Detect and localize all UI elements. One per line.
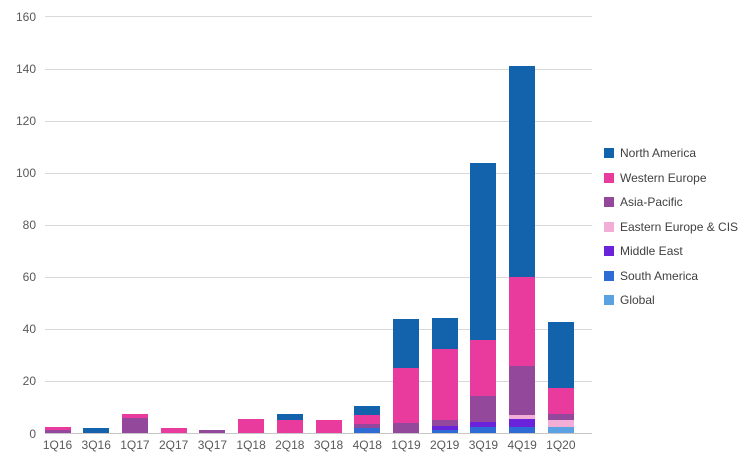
legend-item: Middle East bbox=[604, 244, 683, 258]
legend-label: North America bbox=[620, 146, 697, 160]
bar-segment bbox=[509, 66, 536, 278]
bar-segment bbox=[470, 421, 497, 427]
legend-label: Asia-Pacific bbox=[620, 195, 683, 209]
bar-segment bbox=[431, 425, 458, 430]
x-axis-tick-label: 3Q16 bbox=[81, 438, 111, 452]
legend-swatch bbox=[604, 221, 614, 232]
bar-segment bbox=[470, 426, 497, 434]
x-axis-tick-label: 1Q20 bbox=[546, 438, 576, 452]
bar-segment bbox=[276, 413, 303, 421]
y-axis-tick-label: 60 bbox=[22, 270, 36, 285]
x-axis-tick-label: 3Q19 bbox=[468, 438, 499, 452]
y-axis-tick-label: 120 bbox=[15, 114, 36, 129]
x-axis-tick-label: 4Q18 bbox=[352, 438, 382, 452]
legend-label: Eastern Europe & CIS bbox=[620, 219, 739, 234]
y-axis-tick-label: 100 bbox=[15, 166, 36, 181]
gridline bbox=[45, 380, 592, 382]
y-axis-tick-label: 20 bbox=[22, 374, 36, 389]
bar-segment bbox=[547, 426, 574, 434]
gridline bbox=[45, 120, 592, 122]
x-axis-tick-label: 1Q17 bbox=[120, 438, 150, 452]
bar-segment bbox=[547, 321, 574, 388]
legend-label: Global bbox=[620, 293, 655, 307]
bar-segment bbox=[354, 424, 381, 429]
bar-segment bbox=[509, 365, 536, 416]
bar-segment bbox=[392, 368, 419, 424]
bar-segment bbox=[354, 406, 381, 416]
bar-segment bbox=[509, 415, 536, 420]
bar-segment bbox=[431, 317, 458, 349]
gridline bbox=[45, 68, 592, 70]
bar-segment bbox=[547, 387, 574, 414]
bar-segment bbox=[431, 429, 458, 434]
x-axis-tick-label: 3Q17 bbox=[197, 438, 228, 452]
bar-segment bbox=[238, 419, 265, 434]
y-axis-tick-label: 80 bbox=[22, 218, 36, 233]
x-axis-tick-label: 2Q18 bbox=[275, 438, 305, 452]
bar-segment bbox=[547, 413, 574, 421]
legend-item: Western Europe bbox=[604, 171, 707, 185]
bar-segment bbox=[509, 426, 536, 434]
x-axis-tick-label: 1Q19 bbox=[391, 438, 421, 452]
bar-segment bbox=[392, 318, 419, 369]
gridline bbox=[45, 328, 592, 330]
gridline bbox=[45, 276, 592, 278]
legend-swatch bbox=[604, 295, 614, 305]
bar-segment bbox=[276, 420, 303, 434]
bar-segment bbox=[199, 429, 226, 434]
legend-item: Eastern Europe & CIS bbox=[604, 220, 738, 234]
bar-segment bbox=[354, 428, 381, 434]
x-axis-tick-label: 2Q17 bbox=[158, 438, 189, 452]
y-axis-tick-label: 40 bbox=[22, 322, 36, 337]
x-axis-tick-label: 2Q19 bbox=[430, 438, 460, 452]
legend-swatch bbox=[604, 172, 614, 183]
bar-segment bbox=[354, 415, 381, 425]
legend-label: Western Europe bbox=[620, 170, 707, 185]
gridline bbox=[45, 16, 592, 18]
bar-segment bbox=[509, 277, 536, 366]
x-axis-tick-label: 1Q18 bbox=[236, 438, 266, 452]
bar-segment bbox=[44, 429, 71, 434]
bar-segment bbox=[431, 348, 458, 421]
legend-swatch bbox=[604, 197, 614, 207]
legend-item: South America bbox=[604, 269, 698, 283]
gridline bbox=[45, 433, 592, 434]
legend-item: Global bbox=[604, 293, 655, 307]
bar-segment bbox=[547, 420, 574, 427]
y-axis-tick-label: 140 bbox=[15, 62, 36, 76]
bar-segment bbox=[392, 423, 419, 434]
bar-segment bbox=[509, 419, 536, 427]
legend-label: Middle East bbox=[620, 244, 683, 258]
x-axis-tick-label: 4Q19 bbox=[507, 438, 537, 452]
legend-label: South America bbox=[620, 268, 699, 283]
gridline bbox=[45, 172, 592, 174]
gridline bbox=[45, 224, 592, 226]
bar-segment bbox=[431, 420, 458, 426]
legend-item: Asia-Pacific bbox=[604, 195, 683, 209]
legend-swatch bbox=[604, 270, 614, 281]
y-axis-tick-label: 0 bbox=[29, 426, 36, 441]
legend-item: North America bbox=[604, 146, 696, 160]
x-axis-tick-label: 1Q16 bbox=[42, 438, 73, 452]
bar-segment bbox=[470, 395, 497, 422]
bar-segment bbox=[315, 420, 342, 434]
bar-segment bbox=[121, 413, 148, 418]
bar-segment bbox=[470, 339, 497, 396]
x-axis-tick-label: 3Q18 bbox=[313, 438, 344, 452]
bar-segment bbox=[470, 162, 497, 340]
bar-segment bbox=[121, 417, 148, 434]
bar-segment bbox=[160, 428, 187, 434]
bar-segment bbox=[83, 428, 110, 434]
y-axis-tick-label: 160 bbox=[15, 9, 36, 24]
bar-segment bbox=[44, 426, 71, 430]
legend-swatch bbox=[604, 246, 614, 256]
legend-swatch bbox=[604, 148, 614, 158]
